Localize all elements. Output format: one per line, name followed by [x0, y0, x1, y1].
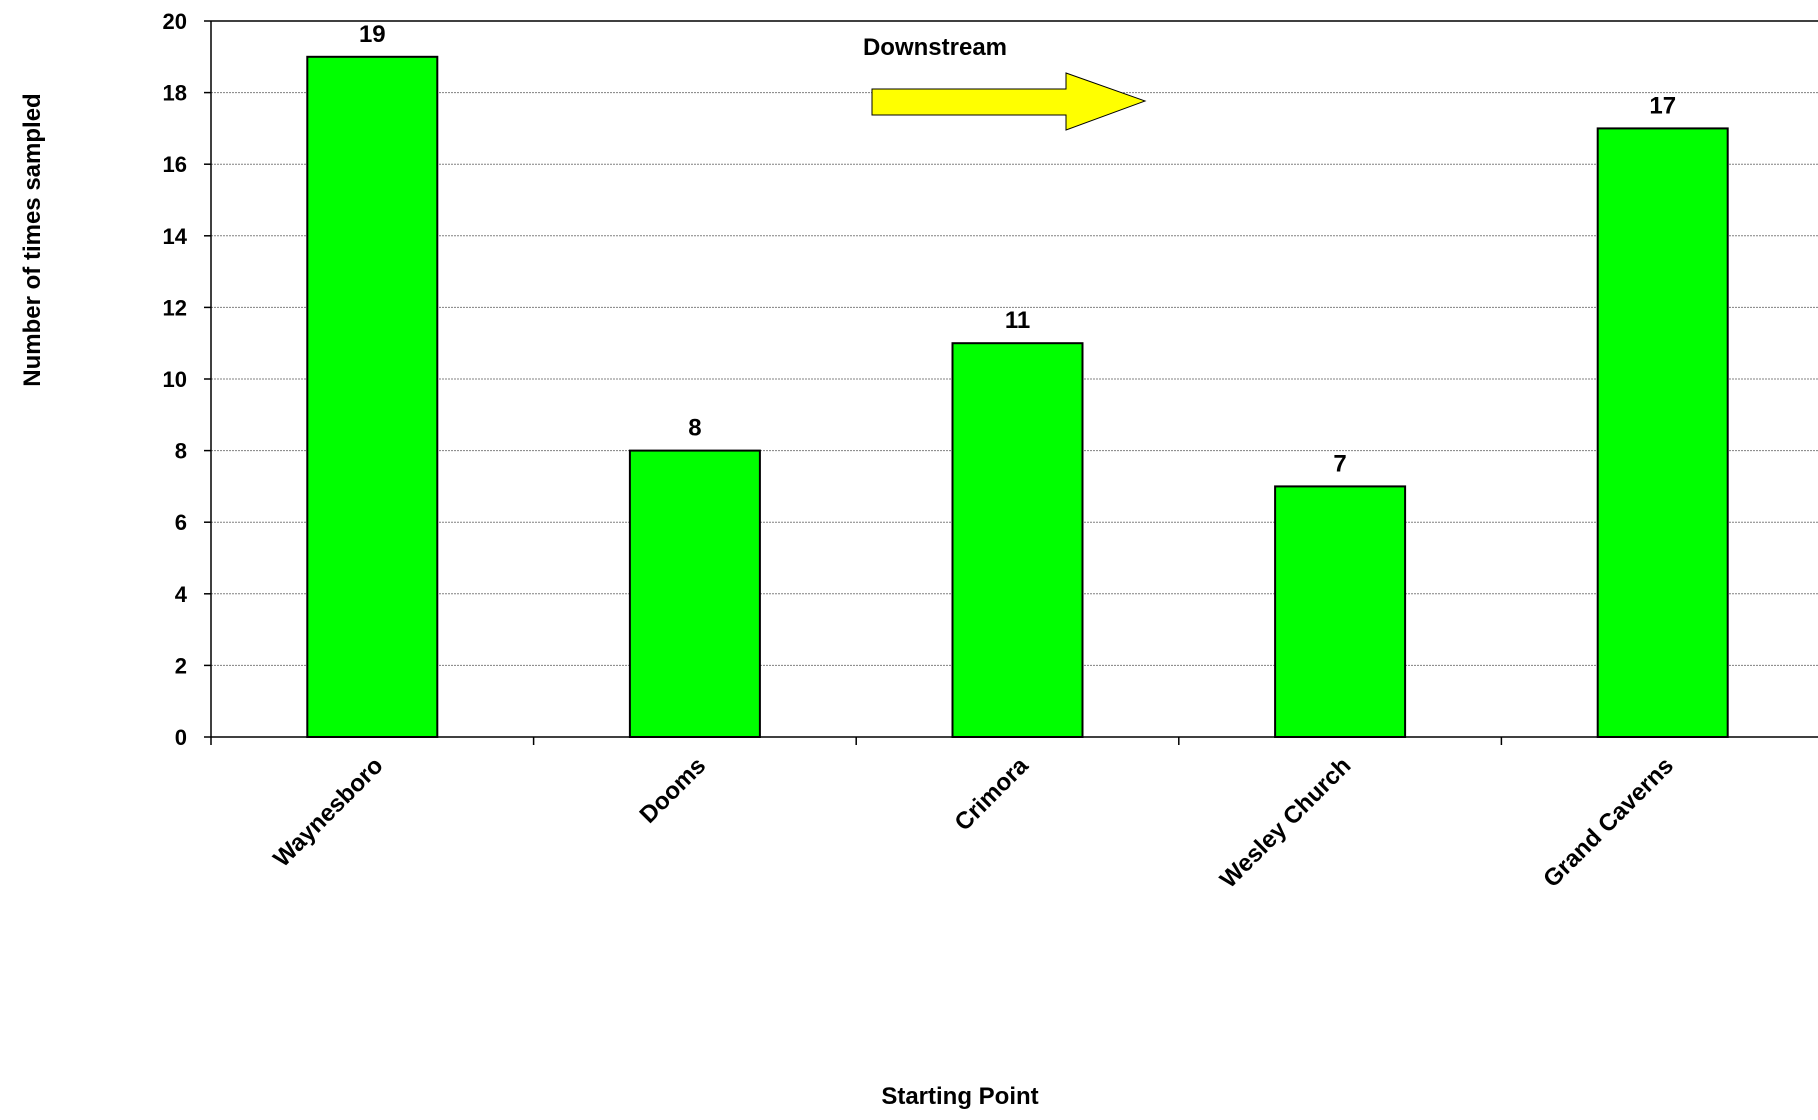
- category-label: Dooms: [635, 752, 712, 829]
- y-tick-label: 18: [163, 81, 187, 106]
- bar-waynesboro: [306, 55, 439, 739]
- y-tick-label: 14: [163, 224, 188, 249]
- bar-crimora: [951, 342, 1084, 738]
- category-label: Waynesboro: [268, 752, 388, 872]
- x-axis-title: Starting Point: [881, 1083, 1038, 1110]
- category-label: Wesley Church: [1215, 752, 1356, 893]
- category-label: Grand Caverns: [1538, 752, 1679, 893]
- y-tick-label: 10: [163, 367, 187, 392]
- data-label: 19: [359, 21, 386, 48]
- y-tick-label: 0: [175, 725, 187, 750]
- bar-wesley-church: [1274, 485, 1407, 738]
- y-tick-label: 20: [163, 9, 187, 34]
- y-tick-label: 6: [175, 510, 187, 535]
- category-label: Crimora: [950, 752, 1035, 837]
- data-label: 17: [1649, 92, 1676, 119]
- bars: [306, 55, 1729, 739]
- y-tick-label: 2: [175, 653, 187, 678]
- y-tick-label: 4: [175, 582, 188, 607]
- bar-dooms: [628, 449, 761, 738]
- data-label: 11: [1005, 307, 1030, 334]
- y-tick-label: 16: [163, 152, 187, 177]
- downstream-arrow-icon: [871, 72, 1147, 131]
- data-label: 8: [688, 415, 701, 442]
- downstream-annotation-label: Downstream: [863, 34, 1007, 61]
- downstream-annotation: Downstream: [863, 34, 1147, 131]
- y-tick-label: 12: [163, 295, 187, 320]
- data-label: 7: [1333, 450, 1346, 477]
- bar-grand-caverns: [1596, 127, 1729, 738]
- y-axis-title: Number of times sampled: [19, 93, 46, 386]
- y-tick-label: 8: [175, 439, 187, 464]
